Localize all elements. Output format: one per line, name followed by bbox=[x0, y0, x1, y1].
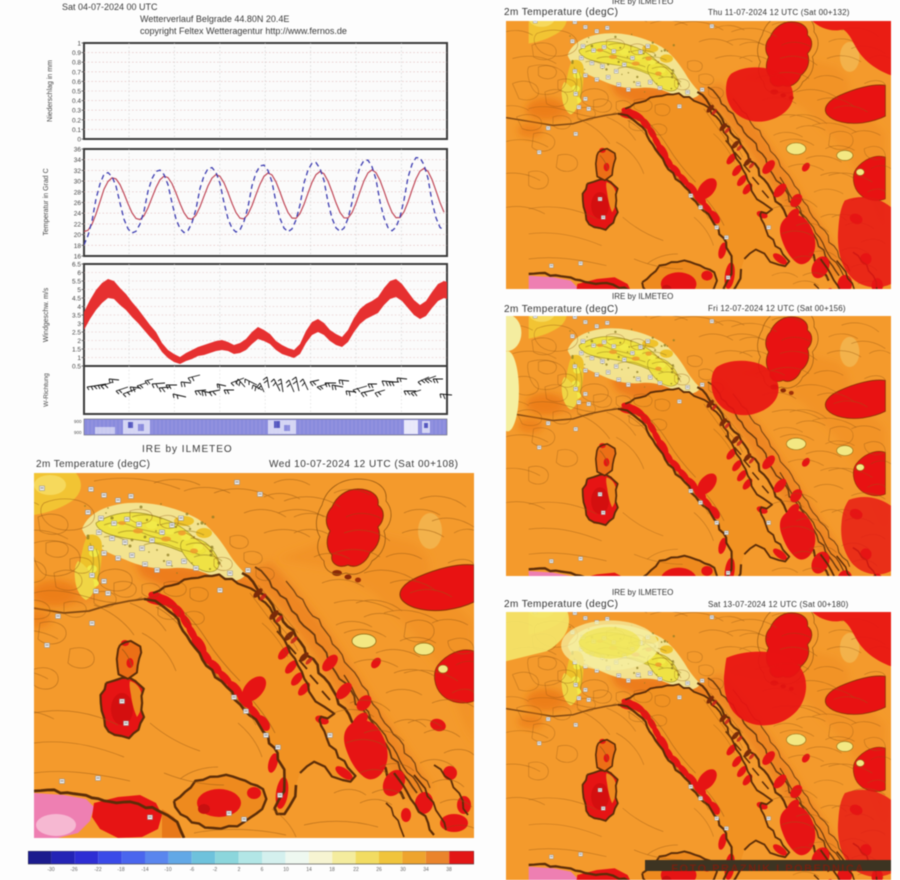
svg-text:Windgeschw. m/s: Windgeschw. m/s bbox=[43, 287, 50, 342]
svg-text:1: 1 bbox=[77, 41, 81, 48]
svg-text:Temperatur in Grad C: Temperatur in Grad C bbox=[43, 168, 50, 235]
svg-text:IRE by ILMETEO: IRE by ILMETEO bbox=[142, 444, 233, 455]
svg-text:-26: -26 bbox=[70, 867, 77, 871]
svg-text:3: 3 bbox=[77, 321, 81, 328]
svg-text:26: 26 bbox=[376, 867, 382, 871]
svg-text:18: 18 bbox=[329, 867, 335, 871]
svg-text:W-Richtung: W-Richtung bbox=[43, 373, 50, 407]
svg-text:0.7: 0.7 bbox=[72, 69, 81, 76]
svg-text:Niederschlag in mm: Niederschlag in mm bbox=[47, 60, 54, 122]
svg-text:34: 34 bbox=[74, 157, 82, 164]
svg-text:24: 24 bbox=[74, 211, 82, 218]
svg-text:14: 14 bbox=[306, 867, 312, 871]
svg-text:-6: -6 bbox=[190, 867, 195, 871]
svg-text:30: 30 bbox=[400, 867, 406, 871]
svg-text:0.5: 0.5 bbox=[72, 364, 81, 371]
svg-text:0: 0 bbox=[77, 137, 81, 144]
svg-text:18: 18 bbox=[74, 243, 82, 250]
svg-text:34: 34 bbox=[423, 867, 429, 871]
svg-text:38: 38 bbox=[446, 867, 452, 871]
svg-text:3.5: 3.5 bbox=[72, 313, 81, 320]
svg-text:-10: -10 bbox=[164, 867, 171, 871]
svg-text:900: 900 bbox=[74, 430, 82, 435]
svg-text:2: 2 bbox=[238, 867, 241, 871]
svg-text:2.5: 2.5 bbox=[72, 330, 81, 337]
svg-text:22: 22 bbox=[74, 221, 82, 228]
svg-text:20: 20 bbox=[74, 232, 82, 239]
svg-text:16: 16 bbox=[74, 254, 82, 261]
svg-text:0.9: 0.9 bbox=[72, 50, 81, 57]
svg-text:0.1: 0.1 bbox=[72, 127, 81, 134]
svg-text:32: 32 bbox=[74, 168, 82, 175]
svg-text:5.5: 5.5 bbox=[72, 279, 81, 286]
svg-text:0.6: 0.6 bbox=[72, 79, 81, 86]
svg-text:1: 1 bbox=[77, 355, 81, 362]
svg-text:Wed 10-07-2024 12 UTC (Sat 00+: Wed 10-07-2024 12 UTC (Sat 00+108) bbox=[269, 459, 458, 470]
svg-text:Sat 04-07-2024 00 UTC: Sat 04-07-2024 00 UTC bbox=[62, 2, 158, 12]
svg-text:copyright Feltex Wetteragentur: copyright Feltex Wetteragentur http://ww… bbox=[140, 26, 347, 36]
svg-text:-30: -30 bbox=[47, 867, 54, 871]
svg-text:4.5: 4.5 bbox=[72, 296, 81, 303]
svg-text:6.5: 6.5 bbox=[72, 262, 81, 269]
svg-text:30: 30 bbox=[74, 179, 82, 186]
svg-text:4: 4 bbox=[77, 304, 81, 311]
svg-text:900: 900 bbox=[74, 419, 82, 424]
svg-text:28: 28 bbox=[74, 189, 82, 196]
svg-text:5: 5 bbox=[77, 287, 81, 294]
svg-text:22: 22 bbox=[353, 867, 359, 871]
svg-text:2: 2 bbox=[77, 338, 81, 345]
svg-text:-18: -18 bbox=[117, 867, 124, 871]
svg-text:26: 26 bbox=[74, 200, 82, 207]
svg-text:0.8: 0.8 bbox=[72, 60, 81, 67]
svg-text:Wetterverlauf Belgrade 44.80: Wetterverlauf Belgrade 44.80N 20.4E bbox=[140, 14, 289, 24]
svg-text:36: 36 bbox=[74, 147, 82, 154]
svg-text:-22: -22 bbox=[94, 867, 101, 871]
svg-text:0.5: 0.5 bbox=[72, 89, 81, 96]
svg-text:-14: -14 bbox=[141, 867, 148, 871]
svg-text:0.3: 0.3 bbox=[72, 108, 81, 115]
svg-text:0.4: 0.4 bbox=[72, 98, 81, 105]
svg-text:6: 6 bbox=[261, 867, 264, 871]
svg-text:1.5: 1.5 bbox=[72, 347, 81, 354]
svg-text:10: 10 bbox=[283, 867, 289, 871]
svg-text:2m Temperature (degC): 2m Temperature (degC) bbox=[36, 459, 150, 470]
svg-text:-2: -2 bbox=[213, 867, 218, 871]
svg-text:6: 6 bbox=[77, 270, 81, 277]
svg-text:0.2: 0.2 bbox=[72, 117, 81, 124]
